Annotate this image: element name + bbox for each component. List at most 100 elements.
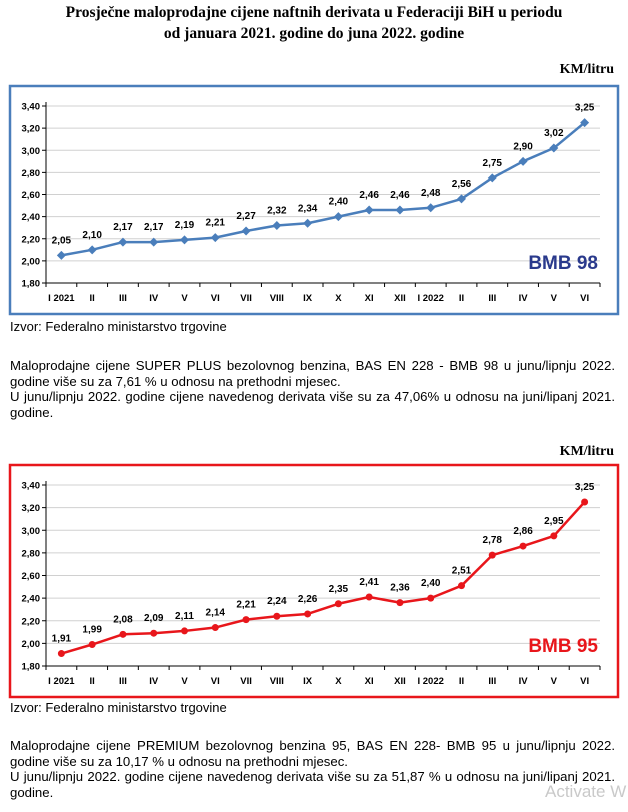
chart-bmb95: 1,80 2,00 2,20 2,40 2,60 2,80 3,00 3,20 3,40 I 20… xyxy=(8,463,620,699)
x-tick-label: I 2021 xyxy=(48,676,75,687)
data-label: 2,75 xyxy=(483,158,503,169)
data-label: 2,17 xyxy=(144,222,164,233)
data-label: 2,34 xyxy=(298,203,318,214)
data-point xyxy=(88,641,96,649)
data-label: 2,51 xyxy=(452,566,472,577)
data-point xyxy=(581,498,589,506)
x-tick-label: I 2022 xyxy=(418,293,444,304)
data-label: 2,21 xyxy=(206,218,226,229)
data-point xyxy=(580,118,590,128)
chart2-unit-label: KM/litru xyxy=(559,444,614,459)
x-tick-label: I 2021 xyxy=(48,293,75,304)
data-label: 2,36 xyxy=(390,583,410,594)
data-label: 2,40 xyxy=(329,197,349,208)
y-tick-label: 2,00 xyxy=(22,639,41,650)
data-point xyxy=(396,599,404,607)
x-tick-label: IX xyxy=(303,676,313,687)
data-label: 2,17 xyxy=(113,222,133,233)
data-label: 2,08 xyxy=(113,614,133,625)
y-tick-label: 3,40 xyxy=(22,481,41,492)
x-tick-label: II xyxy=(459,676,464,687)
data-point xyxy=(57,650,65,658)
data-point xyxy=(518,156,528,166)
data-label: 2,35 xyxy=(329,584,349,595)
data-label: 2,40 xyxy=(421,578,441,589)
chart-bmb95-svg: 1,80 2,00 2,20 2,40 2,60 2,80 3,00 3,20 3,40 I 20… xyxy=(8,463,620,699)
x-tick-label: V xyxy=(181,293,188,304)
data-label: 2,41 xyxy=(359,577,379,588)
y-tick-label: 1,80 xyxy=(22,279,41,290)
data-label: 2,26 xyxy=(298,594,318,605)
x-tick-label: V xyxy=(181,676,188,687)
chart1-unit-label: KM/litru xyxy=(559,62,614,77)
y-tick-label: 2,60 xyxy=(22,571,41,582)
x-tick-label: VIII xyxy=(270,293,284,304)
data-label: 2,46 xyxy=(359,190,379,201)
activation-watermark: Activate W xyxy=(545,782,627,801)
x-tick-label: X xyxy=(335,293,342,304)
data-point xyxy=(364,205,374,215)
data-point xyxy=(272,220,282,230)
data-point xyxy=(303,218,313,228)
data-point xyxy=(549,143,559,153)
x-tick-label: III xyxy=(119,676,127,687)
chart1-description: Maloprodajne cijene SUPER PLUS bezolovno… xyxy=(10,358,615,420)
data-point xyxy=(211,624,219,632)
data-label: 2,11 xyxy=(175,611,194,622)
y-tick-label: 3,20 xyxy=(22,124,41,135)
series-line xyxy=(61,501,586,655)
chart1-source: Izvor: Federalno ministarstvo trgovine xyxy=(10,319,227,334)
data-label: 2,95 xyxy=(544,516,564,527)
x-tick-label: IV xyxy=(149,676,159,687)
y-tick-label: 2,60 xyxy=(22,190,41,201)
x-tick-label: III xyxy=(488,676,496,687)
data-point xyxy=(304,610,312,618)
x-tick-label: X xyxy=(335,676,342,687)
x-tick-label: XII xyxy=(394,293,406,304)
y-tick-label: 3,00 xyxy=(22,146,41,157)
chart2-description-line2: U junu/lipnju 2022. godine cijene navede… xyxy=(10,769,615,800)
y-tick-label: 2,80 xyxy=(22,548,41,559)
data-point xyxy=(273,612,281,620)
y-tick-label: 3,20 xyxy=(22,503,41,514)
data-point xyxy=(457,194,466,204)
x-tick-label: VI xyxy=(580,293,589,304)
series-label: BMB 98 xyxy=(528,253,598,274)
y-tick-label: 2,40 xyxy=(22,594,41,605)
y-tick-label: 2,20 xyxy=(22,616,41,627)
data-label: 2,32 xyxy=(267,205,287,216)
x-tick-label: V xyxy=(551,676,558,687)
chart2-source: Izvor: Federalno ministarstvo trgovine xyxy=(10,700,227,715)
y-tick-label: 2,20 xyxy=(22,234,41,245)
data-label: 2,27 xyxy=(236,211,256,222)
y-tick-label: 2,40 xyxy=(22,212,41,223)
data-label: 3,25 xyxy=(575,482,595,493)
data-point xyxy=(119,630,127,638)
data-label: 2,46 xyxy=(390,190,410,201)
data-point xyxy=(87,245,97,255)
chart-frame xyxy=(8,463,620,699)
data-point xyxy=(333,212,343,222)
data-label: 2,56 xyxy=(452,179,472,190)
data-label: 2,14 xyxy=(206,608,226,619)
data-point xyxy=(241,226,251,236)
y-tick-label: 2,80 xyxy=(22,168,41,179)
data-label: 2,10 xyxy=(82,230,102,241)
data-label: 2,09 xyxy=(144,613,164,624)
x-tick-label: III xyxy=(488,293,496,304)
x-tick-label: VI xyxy=(580,676,589,687)
x-tick-label: I 2022 xyxy=(418,676,444,687)
data-point xyxy=(458,582,465,590)
series-label: BMB 95 xyxy=(528,636,598,657)
data-label: 1,91 xyxy=(52,634,72,645)
title-line-1: Prosječne maloprodajne cijene naftnih de… xyxy=(65,4,563,21)
chart1-description-line2: U junu/lipnju 2022. godine cijene navede… xyxy=(10,389,615,420)
y-tick-label: 2,00 xyxy=(22,256,41,267)
data-label: 3,02 xyxy=(544,128,564,139)
data-label: 2,19 xyxy=(175,220,195,231)
y-tick-label: 1,80 xyxy=(22,662,41,673)
x-tick-label: XII xyxy=(394,676,406,687)
chart-bmb98-svg: 1,80 2,00 2,20 2,40 2,60 2,80 3,00 3,20 3,40 I 20… xyxy=(8,84,620,316)
data-label: 2,90 xyxy=(513,141,533,152)
x-tick-label: VI xyxy=(211,676,220,687)
